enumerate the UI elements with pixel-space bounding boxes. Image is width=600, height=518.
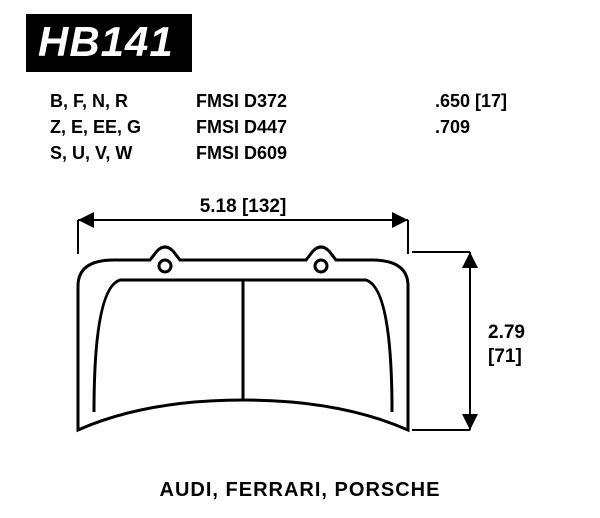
thickness-line-2: .709: [435, 114, 507, 140]
width-in: 5.18: [200, 196, 237, 217]
svg-text:5.18 [132]: 5.18 [132]: [200, 196, 287, 217]
height-mm: 71: [494, 346, 516, 367]
fmsi-line-3: FMSI D609: [196, 140, 287, 166]
height-in: 2.79: [488, 322, 525, 343]
width-dimension: 5.18 [132]: [78, 196, 408, 254]
codes-line-1: B, F, N, R: [50, 88, 141, 114]
brake-pad-diagram: 5.18 [132] 2.79 [71]: [40, 190, 560, 470]
width-mm: 132: [248, 196, 280, 217]
svg-text:[71]: [71]: [488, 346, 522, 367]
compound-codes: B, F, N, R Z, E, EE, G S, U, V, W: [50, 88, 141, 166]
thickness-line-1: .650 [17]: [435, 88, 507, 114]
fmsi-line-2: FMSI D447: [196, 114, 287, 140]
vehicle-fitment: AUDI, FERRARI, PORSCHE: [0, 479, 600, 502]
fmsi-codes: FMSI D372 FMSI D447 FMSI D609: [196, 88, 287, 166]
part-number-header: HB141: [26, 14, 192, 72]
thickness-values: .650 [17] .709: [435, 88, 507, 140]
brake-pad-outline: [78, 247, 408, 430]
codes-line-3: S, U, V, W: [50, 140, 141, 166]
height-dimension: 2.79 [71]: [412, 252, 525, 430]
fmsi-line-1: FMSI D372: [196, 88, 287, 114]
codes-line-2: Z, E, EE, G: [50, 114, 141, 140]
